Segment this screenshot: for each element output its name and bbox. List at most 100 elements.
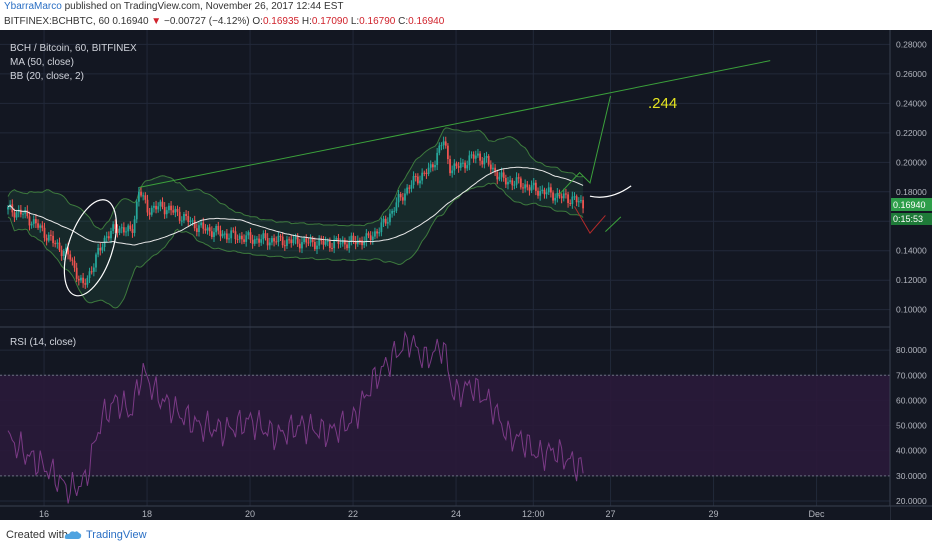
candle-body — [206, 227, 209, 231]
candle-body — [236, 239, 239, 241]
candle-body — [489, 164, 492, 170]
candle-body — [421, 172, 424, 181]
candle-body — [97, 247, 100, 255]
candle-body — [346, 244, 348, 249]
candle-body — [178, 211, 181, 221]
price-axis[interactable] — [890, 30, 932, 520]
rsi-band — [0, 374, 890, 477]
tradingview-cloud-icon — [64, 531, 82, 539]
candle-body — [283, 245, 286, 247]
candle-body — [125, 231, 127, 233]
candle-body — [307, 242, 310, 244]
drawings[interactable] — [54, 60, 771, 303]
candle-body — [438, 145, 441, 153]
candle-body — [279, 235, 282, 237]
legend-ma[interactable]: MA (50, close) — [10, 57, 74, 68]
candle-body — [266, 238, 269, 246]
candle-body — [256, 238, 258, 240]
candle-body — [519, 178, 522, 188]
candle-body — [406, 187, 409, 194]
candle-body — [114, 224, 117, 229]
candle-body — [176, 208, 179, 212]
legend-rsi[interactable]: RSI (14, close) — [10, 337, 76, 348]
candle-body — [288, 239, 291, 241]
candle-body — [67, 247, 69, 255]
candle-body — [333, 239, 336, 249]
high-value: 0.17090 — [311, 16, 349, 27]
candle-body — [129, 225, 132, 230]
time-tick-label: 12:00 — [522, 509, 545, 519]
candle-body — [481, 160, 484, 165]
candle-body — [219, 230, 222, 237]
candle-body — [440, 145, 443, 147]
candle-body — [517, 177, 520, 179]
rsi-tick-label: 50.0000 — [896, 421, 927, 431]
candle-body — [73, 260, 76, 268]
candle-body — [88, 271, 91, 278]
candle-body — [292, 239, 295, 244]
candle-body — [552, 192, 554, 201]
candle-body — [122, 227, 125, 233]
close-value: 0.16940 — [408, 16, 445, 27]
candle-body — [200, 222, 203, 226]
candle-body — [60, 250, 63, 257]
target-annotation[interactable]: .244 — [648, 95, 677, 112]
candle-body — [80, 277, 82, 281]
candle-body — [442, 141, 445, 146]
candle-body — [202, 222, 205, 229]
open-value: 0.16935 — [262, 16, 300, 27]
candle-body — [120, 227, 123, 229]
tradingview-brand-link[interactable]: TradingView — [86, 529, 147, 541]
time-tick-label: 18 — [142, 509, 152, 519]
candle-body — [37, 223, 39, 228]
candle-body — [410, 184, 413, 189]
price-chart[interactable]: 0.28000 0.26000 0.24000 0.22000 0.20000 0.180… — [0, 30, 932, 520]
rsi-tick-label: 60.0000 — [896, 395, 927, 405]
candle-body — [174, 208, 177, 213]
candle-body — [43, 227, 46, 238]
candle-body — [228, 238, 230, 240]
candle-body — [253, 239, 256, 244]
candle-body — [17, 209, 20, 213]
candle-body — [380, 222, 383, 233]
candle-body — [69, 254, 72, 260]
time-axis[interactable] — [0, 506, 890, 520]
candle-body — [137, 191, 140, 202]
candle-body — [472, 154, 475, 159]
candle-body — [408, 187, 411, 189]
candle-body — [354, 240, 357, 245]
candle-body — [522, 187, 524, 189]
candle-body — [19, 209, 22, 215]
candle-body — [466, 165, 469, 169]
rsi-axis-labels: 80.0000 70.0000 60.0000 50.0000 40.0000 30.00… — [896, 345, 927, 506]
candle-body — [131, 229, 134, 233]
candle-body — [84, 283, 87, 285]
candle-body — [39, 225, 42, 228]
candle-body — [573, 196, 576, 198]
candle-body — [539, 191, 542, 196]
candle-body — [496, 172, 499, 180]
candle-body — [180, 220, 183, 222]
candle-body — [249, 232, 252, 240]
candle-body — [99, 247, 102, 251]
candle-body — [577, 201, 580, 203]
candle-body — [331, 247, 333, 249]
candle-body — [305, 238, 308, 243]
price-tick-label: 0.28000 — [896, 39, 927, 49]
candle-body — [45, 237, 48, 241]
high-label: H: — [301, 16, 312, 27]
time-tick-label: 22 — [348, 509, 358, 519]
candle-body — [116, 228, 119, 233]
candle-body — [350, 235, 353, 242]
rsi-line — [7, 330, 584, 504]
legend-bb[interactable]: BB (20, close, 2) — [10, 71, 84, 82]
candle-body — [34, 219, 37, 224]
author-link[interactable]: YbarraMarco — [4, 1, 62, 12]
rsi-tick-label: 40.0000 — [896, 446, 927, 456]
candle-body — [153, 205, 155, 208]
candle-body — [230, 230, 233, 239]
last-price: 0.16940 — [112, 16, 149, 27]
candle-body — [554, 197, 557, 201]
candle-body — [301, 242, 303, 249]
candle-body — [457, 166, 460, 168]
